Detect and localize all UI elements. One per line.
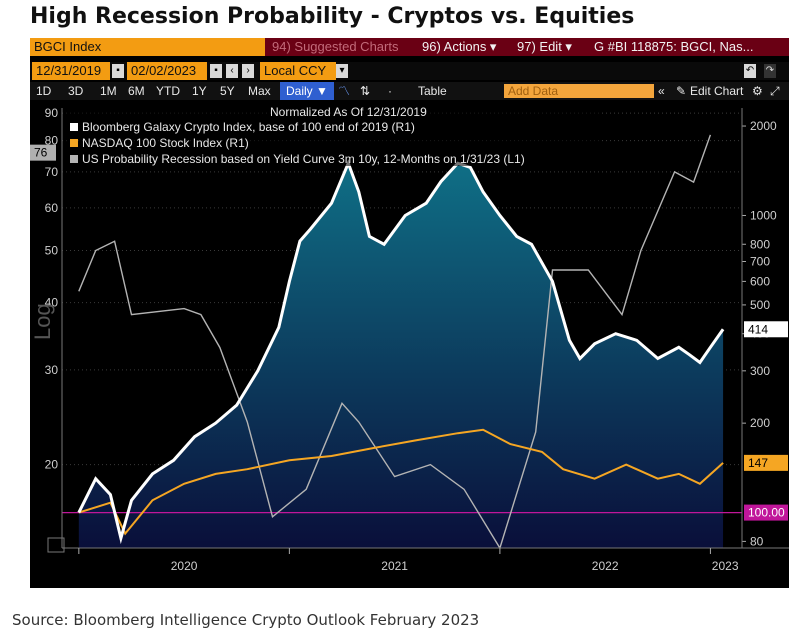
- start-calendar-icon[interactable]: ▪: [112, 64, 124, 78]
- legend-box: [64, 106, 602, 166]
- left-tick-20: 20: [45, 458, 59, 472]
- series-recession-line: [78, 134, 712, 550]
- right-tick-1000: 1000: [750, 208, 777, 222]
- chart-area: 2030405060708090802003004005006007008001…: [30, 105, 789, 573]
- left-tick-40: 40: [45, 296, 59, 310]
- crypto-area-fill: [78, 163, 724, 548]
- left-tick-60: 60: [45, 201, 59, 215]
- period-ytd[interactable]: YTD: [156, 84, 180, 98]
- next-period-icon[interactable]: ›: [242, 64, 254, 78]
- nasdaq-value-tag: 147: [748, 456, 768, 470]
- end-calendar-icon[interactable]: ▪: [210, 64, 222, 78]
- collapse-icon[interactable]: «: [658, 84, 665, 98]
- frequency-select[interactable]: Daily ▼: [280, 82, 334, 100]
- edit-chart-button[interactable]: Edit Chart: [690, 84, 744, 98]
- start-date-input[interactable]: 12/31/2019: [32, 62, 110, 80]
- table-button[interactable]: Table: [418, 84, 447, 98]
- axes-layer: 2030405060708090802003004005006007008001…: [30, 106, 789, 573]
- period-max[interactable]: Max: [248, 84, 271, 98]
- left-tick-80: 80: [45, 134, 59, 148]
- right-tick-600: 600: [750, 274, 770, 288]
- period-bar: 1D 3D 1M 6M YTD 1Y 5Y Max Daily ▼ 〽 ⇅ · …: [30, 82, 789, 100]
- expand-icon[interactable]: ⤢: [770, 84, 780, 98]
- legend-crypto: Bloomberg Galaxy Crypto Index, base of 1…: [82, 120, 415, 134]
- x-tick-2021: 2021: [381, 559, 408, 573]
- chart-title: Normalized As Of 12/31/2019: [270, 105, 427, 119]
- period-6m[interactable]: 6M: [128, 84, 145, 98]
- right-tick-200: 200: [750, 416, 770, 430]
- right-tick-300: 300: [750, 364, 770, 378]
- add-data-input[interactable]: Add Data: [504, 84, 654, 98]
- period-1m[interactable]: 1M: [100, 84, 117, 98]
- left-current-tag-bg: [30, 144, 56, 161]
- legend-recession: US Probability Recession based on Yield …: [82, 152, 525, 166]
- date-range-bar: 12/31/2019 ▪ 02/02/2023 ▪ ‹ › Local CCY …: [30, 62, 789, 80]
- period-3d[interactable]: 3D: [68, 84, 84, 98]
- x-tick-2020: 2020: [171, 559, 198, 573]
- end-date-input[interactable]: 02/02/2023: [127, 62, 207, 80]
- redo-icon[interactable]: ↷: [764, 64, 776, 78]
- right-tick-500: 500: [750, 298, 770, 312]
- page-title: High Recession Probability - Cryptos vs.…: [30, 4, 635, 29]
- command-bar: BGCI Index 94) Suggested Charts 96) Acti…: [30, 38, 789, 56]
- line-chart-icon[interactable]: 〽: [338, 84, 351, 98]
- settings-icon[interactable]: ⚙: [752, 84, 763, 98]
- x-tick-2023: 2023: [712, 559, 739, 573]
- edit-menu[interactable]: 97) Edit ▾: [517, 39, 572, 54]
- baseline-value-tag-bg: [744, 504, 788, 521]
- period-1y[interactable]: 1Y: [192, 84, 207, 98]
- pencil-icon[interactable]: ✎: [676, 84, 687, 98]
- left-tick-30: 30: [45, 363, 59, 377]
- baseline-value-tag: 100.00: [748, 506, 785, 520]
- series-nasdaq-line: [78, 428, 724, 536]
- left-tick-50: 50: [45, 244, 59, 258]
- source-note: Source: Bloomberg Intelligence Crypto Ou…: [12, 611, 480, 629]
- crypto-value-tag-bg: [744, 321, 788, 338]
- left-axis-label: Log: [30, 303, 55, 340]
- left-tick-90: 90: [45, 106, 59, 120]
- right-tick-80: 80: [750, 534, 764, 548]
- period-5y[interactable]: 5Y: [220, 84, 235, 98]
- right-tick-800: 800: [750, 237, 770, 251]
- sort-icon[interactable]: ⇅: [360, 84, 371, 98]
- graph-id-label: G #BI 118875: BGCI, Nas...: [594, 39, 754, 54]
- legend-swatch-nasdaq: [70, 139, 78, 147]
- right-tick-700: 700: [750, 254, 770, 268]
- prev-period-icon[interactable]: ‹: [226, 64, 238, 78]
- period-1d[interactable]: 1D: [36, 84, 52, 98]
- legend-swatch-crypto: [70, 123, 78, 131]
- crypto-value-tag: 414: [748, 322, 768, 336]
- legend-nasdaq: NASDAQ 100 Stock Index (R1): [82, 136, 249, 150]
- dropdown-dot-icon[interactable]: ·: [388, 84, 392, 98]
- left-tick-70: 70: [45, 165, 59, 179]
- suggested-charts-button[interactable]: 94) Suggested Charts: [272, 39, 399, 54]
- currency-dropdown-icon[interactable]: ▾: [336, 64, 348, 78]
- right-tick-2000: 2000: [750, 119, 777, 133]
- undo-icon[interactable]: ↶: [744, 64, 756, 78]
- legend-swatch-recession: [70, 155, 78, 163]
- nasdaq-value-tag-bg: [744, 454, 788, 471]
- series-crypto-line: [77, 159, 725, 545]
- left-current-tag: 76: [34, 146, 48, 160]
- currency-select[interactable]: Local CCY: [260, 62, 336, 80]
- x-tick-2022: 2022: [592, 559, 619, 573]
- chart-thumbnail-icon[interactable]: [47, 537, 65, 553]
- bloomberg-terminal: BGCI Index 94) Suggested Charts 96) Acti…: [30, 38, 789, 588]
- ticker-field[interactable]: BGCI Index: [30, 38, 265, 56]
- actions-menu[interactable]: 96) Actions ▾: [422, 39, 497, 54]
